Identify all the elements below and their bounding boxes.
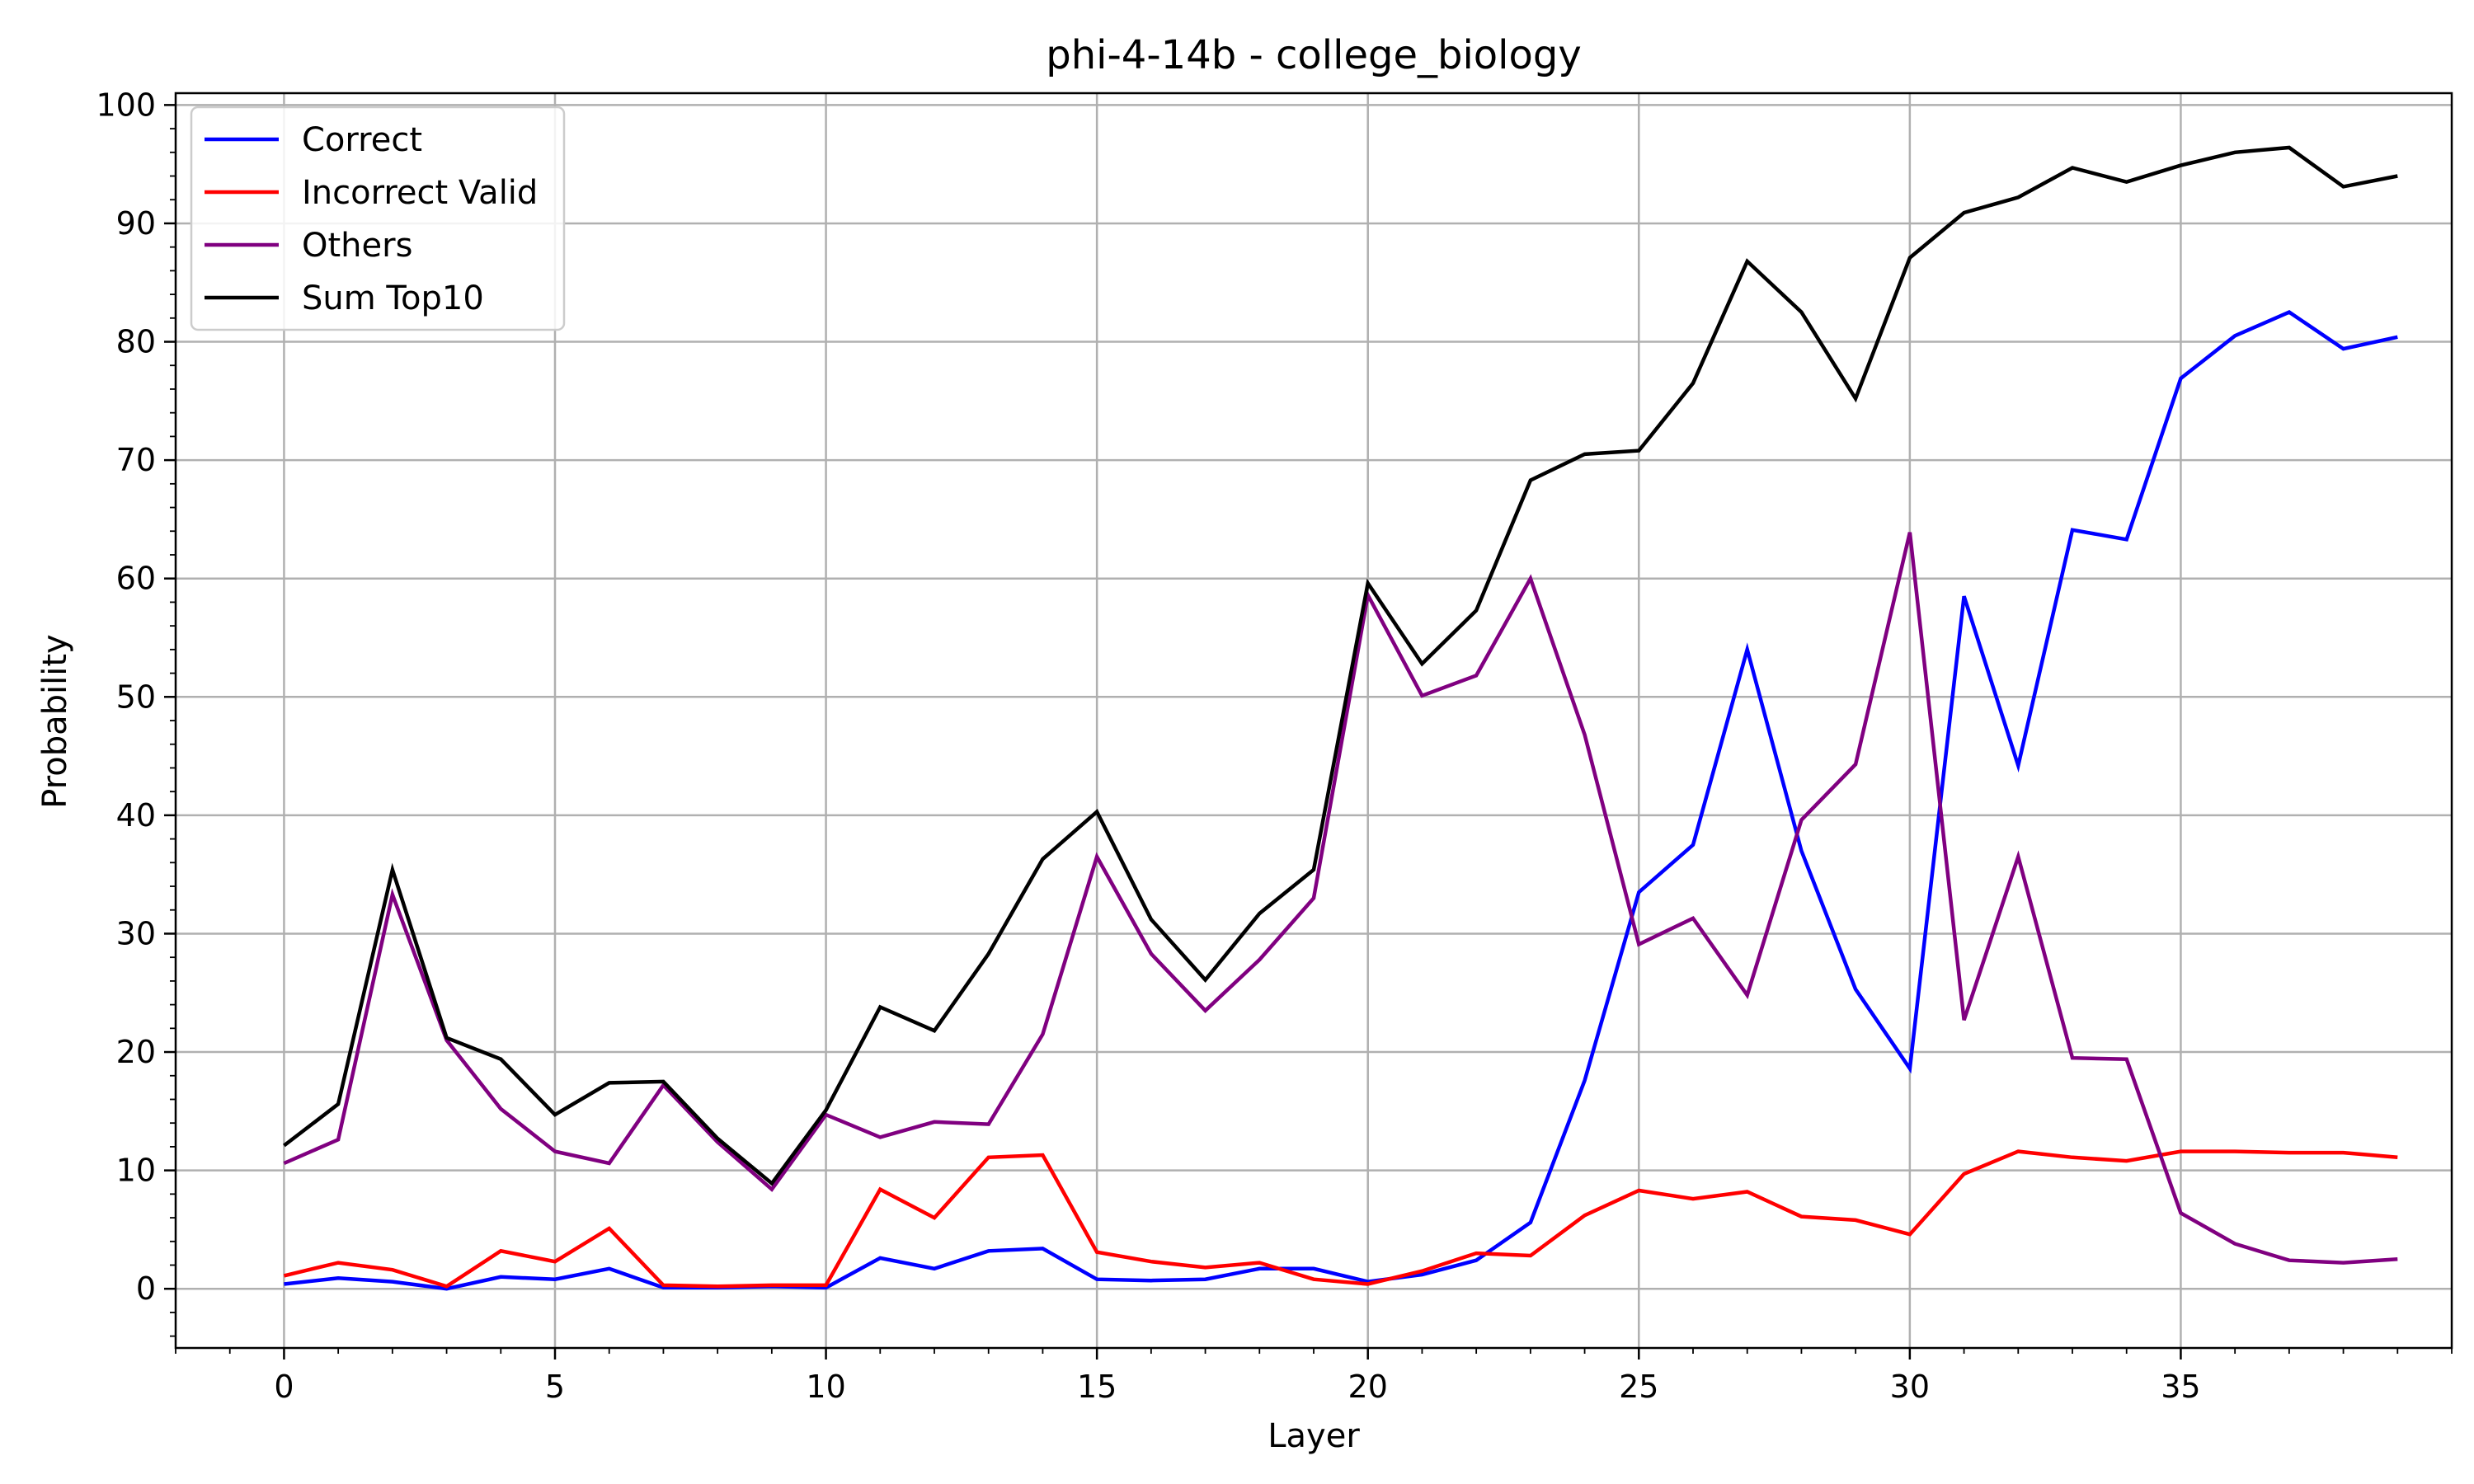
series-lines xyxy=(283,145,2398,1291)
legend-label-others: Others xyxy=(302,227,412,265)
y-tick-label: 70 xyxy=(116,442,156,478)
legend-box xyxy=(190,106,566,331)
x-tick-label: 5 xyxy=(545,1369,565,1405)
y-tick-label: 40 xyxy=(116,797,156,834)
y-tick-label: 60 xyxy=(116,561,156,597)
plot-frame xyxy=(174,92,2453,1350)
x-tick-label: 30 xyxy=(1890,1369,1930,1405)
series-line-correct xyxy=(284,310,2398,1291)
x-tick-label: 15 xyxy=(1077,1369,1117,1405)
legend: Correct Incorrect Valid Others Sum Top10 xyxy=(190,106,566,331)
y-tick-label: 30 xyxy=(116,915,156,951)
y-axis-label: Probability xyxy=(36,634,74,808)
x-tick-label: 20 xyxy=(1348,1369,1388,1405)
x-tick-label: 10 xyxy=(806,1369,845,1405)
legend-label-incorrect-valid: Incorrect Valid xyxy=(302,174,538,212)
y-tick-label: 20 xyxy=(116,1034,156,1070)
legend-label-correct: Correct xyxy=(302,121,422,159)
x-tick-label: 35 xyxy=(2161,1369,2200,1405)
grid-lines xyxy=(176,93,2452,1348)
y-tick-label: 10 xyxy=(116,1153,156,1189)
x-tick-label: 25 xyxy=(1619,1369,1658,1405)
x-axis-ticks: 0 5 10 15 20 25 30 35 xyxy=(175,1348,2453,1405)
y-tick-label: 80 xyxy=(116,324,156,360)
series-line-others xyxy=(283,532,2398,1265)
x-axis-label: Layer xyxy=(1268,1417,1360,1455)
y-tick-label: 100 xyxy=(96,87,156,123)
series-line-incorrect-valid xyxy=(283,1149,2398,1289)
x-tick-label: 0 xyxy=(274,1369,294,1405)
series-line-sum-top10 xyxy=(283,145,2398,1186)
y-tick-label: 0 xyxy=(136,1270,156,1307)
legend-label-sum-top10: Sum Top10 xyxy=(302,279,484,317)
chart-title: phi-4-14b - college_biology xyxy=(1046,32,1582,78)
y-axis-ticks: 0 10 20 30 40 50 60 70 80 90 100 xyxy=(96,87,176,1337)
y-tick-label: 90 xyxy=(116,205,156,242)
y-tick-label: 50 xyxy=(116,679,156,715)
